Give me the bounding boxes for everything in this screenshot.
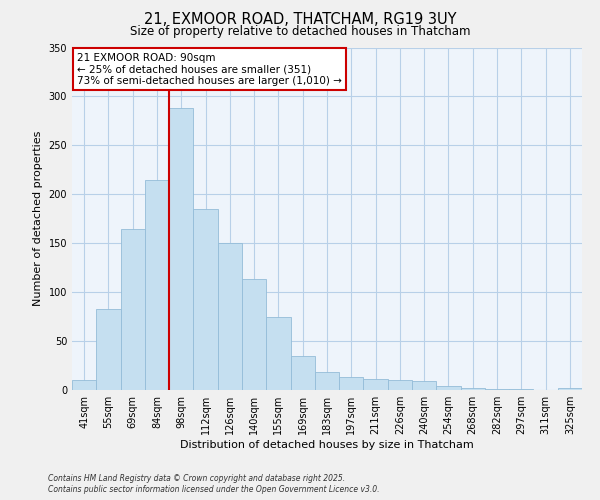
Bar bbox=[315, 372, 339, 390]
Bar bbox=[364, 379, 388, 390]
Bar bbox=[121, 228, 145, 390]
Bar bbox=[412, 381, 436, 390]
Bar bbox=[485, 389, 509, 390]
Text: Size of property relative to detached houses in Thatcham: Size of property relative to detached ho… bbox=[130, 25, 470, 38]
Bar bbox=[509, 389, 533, 390]
Bar bbox=[290, 356, 315, 390]
Y-axis label: Number of detached properties: Number of detached properties bbox=[33, 131, 43, 306]
Text: 21, EXMOOR ROAD, THATCHAM, RG19 3UY: 21, EXMOOR ROAD, THATCHAM, RG19 3UY bbox=[144, 12, 456, 28]
Bar bbox=[145, 180, 169, 390]
Bar bbox=[266, 316, 290, 390]
Text: Contains HM Land Registry data © Crown copyright and database right 2025.
Contai: Contains HM Land Registry data © Crown c… bbox=[48, 474, 380, 494]
Bar bbox=[388, 380, 412, 390]
Bar bbox=[218, 243, 242, 390]
Bar bbox=[558, 388, 582, 390]
Bar bbox=[339, 378, 364, 390]
Text: 21 EXMOOR ROAD: 90sqm
← 25% of detached houses are smaller (351)
73% of semi-det: 21 EXMOOR ROAD: 90sqm ← 25% of detached … bbox=[77, 52, 342, 86]
X-axis label: Distribution of detached houses by size in Thatcham: Distribution of detached houses by size … bbox=[180, 440, 474, 450]
Bar bbox=[436, 386, 461, 390]
Bar bbox=[169, 108, 193, 390]
Bar bbox=[96, 309, 121, 390]
Bar bbox=[242, 280, 266, 390]
Bar bbox=[193, 209, 218, 390]
Bar bbox=[72, 380, 96, 390]
Bar bbox=[461, 388, 485, 390]
